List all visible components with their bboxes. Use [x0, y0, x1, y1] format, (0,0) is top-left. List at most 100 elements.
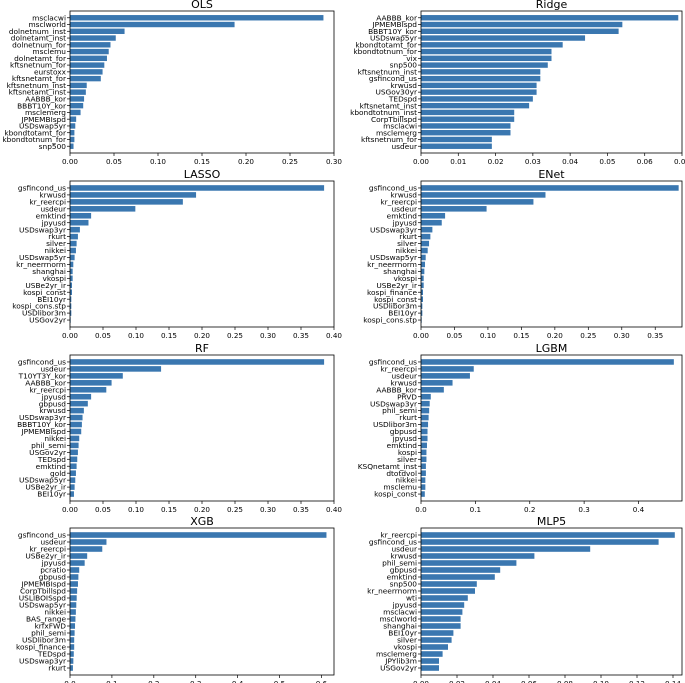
- y-tick-label: USDswap3yr: [19, 657, 67, 666]
- bar: [421, 226, 433, 233]
- bar: [70, 28, 125, 34]
- bar: [70, 588, 78, 594]
- y-tick-label: jpyusd: [41, 392, 67, 401]
- y-tick-label: kftsnetnum_for: [361, 135, 418, 144]
- x-tick-label: 0.05: [95, 331, 111, 340]
- y-tick-label: BAS_range: [26, 615, 66, 624]
- bar: [70, 359, 325, 365]
- bar: [70, 616, 76, 622]
- y-tick-label: krfxFWD: [34, 622, 66, 631]
- x-tick-label: 0.15: [513, 331, 529, 340]
- y-tick-label: kr_reercpi: [380, 365, 417, 374]
- y-tick-label: eurstoxx: [34, 67, 67, 76]
- y-tick-label: kr_neerrnorm: [16, 260, 66, 269]
- y-tick-label: phil_semi: [382, 406, 417, 415]
- y-tick-label: KSQnetamt_inst: [358, 462, 417, 471]
- bar: [421, 219, 442, 226]
- bar: [70, 185, 325, 191]
- bar: [70, 206, 136, 212]
- bar: [70, 553, 88, 559]
- y-tick-label: kbondtotamt_for: [4, 128, 67, 137]
- y-tick-label: kr_reercpi: [380, 197, 417, 206]
- axes-frame: [420, 527, 683, 676]
- bar: [70, 75, 101, 82]
- y-tick-label: rkurt: [48, 664, 66, 673]
- bar: [421, 48, 552, 55]
- bar: [421, 386, 444, 393]
- bar: [70, 261, 74, 268]
- bar: [421, 212, 446, 219]
- bar: [421, 623, 461, 629]
- bar: [70, 630, 75, 636]
- bar: [421, 247, 428, 254]
- y-tick-label: USDswap5yr: [19, 476, 67, 485]
- bar: [421, 442, 427, 449]
- y-tick-label: kftsnetamt_inst: [9, 88, 67, 97]
- bar: [70, 380, 112, 386]
- bar: [70, 82, 87, 89]
- y-tick-label: rkurt: [399, 413, 417, 422]
- bar: [70, 366, 162, 372]
- y-tick-label: kftsnetnum_inst: [358, 67, 417, 76]
- y-tick-label: shanghai: [383, 622, 417, 631]
- bar: [70, 637, 75, 643]
- bar: [421, 380, 453, 386]
- bar: [70, 289, 72, 296]
- y-tick-label: kr_reercpi: [380, 531, 417, 540]
- y-tick-label: krwusd: [390, 191, 417, 200]
- bar: [70, 303, 72, 309]
- x-tick-label: 0.06: [521, 679, 537, 683]
- panel-title: XGB: [190, 515, 214, 528]
- y-tick-label: JPYlib3m: [384, 657, 417, 666]
- bar: [421, 560, 517, 566]
- y-tick-label: BEI10yr: [388, 629, 418, 638]
- bar: [421, 428, 428, 435]
- x-tick-label: 0.25: [227, 331, 243, 340]
- bar: [421, 609, 463, 615]
- y-tick-label: nikkei: [395, 246, 417, 255]
- y-tick-label: silver: [397, 636, 418, 645]
- x-tick-label: 0.15: [161, 331, 177, 340]
- y-tick-label: kftsnetnum_for: [10, 61, 67, 70]
- bar: [421, 89, 537, 95]
- x-tick-label: 0.1: [470, 505, 481, 514]
- bar: [70, 254, 75, 261]
- x-tick-label: 0.15: [194, 157, 210, 166]
- x-tick-label: 0.00: [413, 157, 429, 166]
- y-tick-label: silver: [397, 239, 418, 248]
- x-tick-label: 0.35: [647, 331, 663, 340]
- bar: [421, 359, 674, 365]
- bar: [421, 630, 454, 636]
- bar: [70, 546, 103, 552]
- x-tick-label: 0.10: [128, 331, 144, 340]
- bar: [70, 62, 105, 68]
- y-tick-label: vkospi: [42, 274, 66, 283]
- bar: [421, 373, 470, 379]
- bar: [70, 407, 84, 414]
- bar: [421, 42, 563, 48]
- x-tick-label: 0.2: [524, 505, 535, 514]
- bar: [70, 247, 76, 254]
- y-tick-label: USDswap3yr: [370, 399, 418, 408]
- bar: [70, 400, 88, 407]
- x-tick-label: 0.00: [62, 505, 78, 514]
- y-tick-label: CorpTbillspd: [20, 587, 66, 596]
- x-tick-label: 0.25: [580, 331, 596, 340]
- bar: [70, 15, 324, 21]
- x-tick-label: 0.05: [599, 157, 615, 166]
- bar: [70, 282, 72, 289]
- bar: [421, 254, 426, 261]
- x-tick-label: 0.20: [194, 331, 210, 340]
- bar: [70, 212, 92, 219]
- y-tick-label: AABBB_kor: [25, 95, 67, 104]
- y-tick-label: shanghai: [32, 267, 66, 276]
- bar: [421, 130, 511, 136]
- x-tick-label: 0.01: [450, 157, 466, 166]
- y-tick-label: USBe2yr_ir: [25, 281, 67, 290]
- bar: [421, 644, 448, 650]
- y-tick-label: emktind: [387, 211, 418, 220]
- y-tick-label: krwusd: [39, 191, 66, 200]
- x-tick-label: 0.0: [415, 505, 427, 514]
- y-tick-label: gsfincond_us: [18, 358, 66, 367]
- x-tick-label: 0.3: [190, 679, 201, 683]
